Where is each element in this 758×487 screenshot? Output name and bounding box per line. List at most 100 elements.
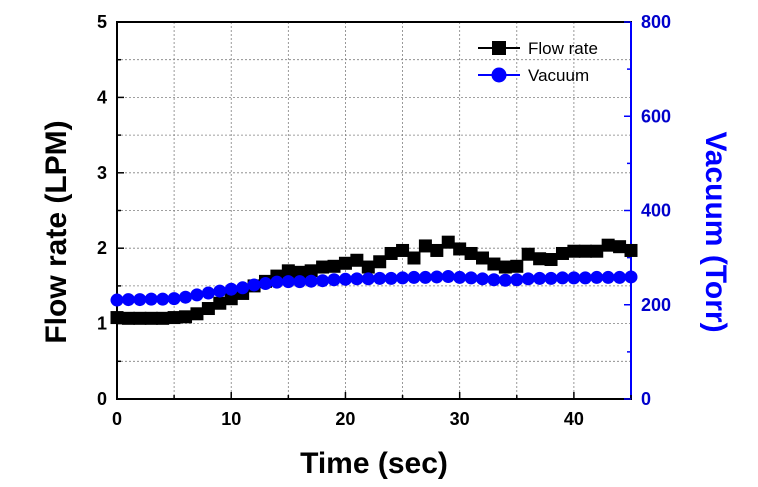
- data-point-flow-rate: [601, 238, 615, 252]
- legend: Flow rate Vacuum: [478, 39, 598, 85]
- data-point-vacuum: [578, 271, 592, 285]
- data-point-flow-rate: [464, 246, 478, 260]
- data-point-vacuum: [567, 271, 581, 285]
- legend-vacuum-marker: [491, 67, 507, 83]
- data-point-flow-rate: [624, 243, 638, 257]
- data-point-vacuum: [476, 272, 490, 286]
- data-point-flow-rate: [281, 264, 295, 278]
- legend-vacuum-label: Vacuum: [528, 66, 589, 85]
- y-axis-right-title: Vacuum (Torr): [699, 131, 732, 332]
- data-point-flow-rate: [487, 257, 501, 271]
- data-point-flow-rate: [373, 255, 387, 269]
- grid-lines: [117, 22, 631, 399]
- x-tick-label: 0: [112, 409, 122, 429]
- data-point-vacuum: [487, 273, 501, 287]
- data-point-flow-rate: [453, 242, 467, 256]
- data-point-flow-rate: [144, 311, 158, 325]
- data-point-vacuum: [418, 270, 432, 284]
- x-tick-label: 30: [450, 409, 470, 429]
- data-point-flow-rate: [578, 244, 592, 258]
- data-point-vacuum: [179, 290, 193, 304]
- data-point-vacuum: [258, 277, 272, 291]
- data-point-vacuum: [121, 293, 135, 307]
- data-point-flow-rate: [407, 251, 421, 265]
- data-point-flow-rate: [190, 307, 204, 321]
- x-tick-label: 10: [221, 409, 241, 429]
- data-point-flow-rate: [350, 253, 364, 267]
- data-point-vacuum: [304, 274, 318, 288]
- data-point-flow-rate: [441, 235, 455, 249]
- data-point-flow-rate: [590, 244, 604, 258]
- data-point-flow-rate: [418, 239, 432, 253]
- y-left-tick-label: 3: [97, 163, 107, 183]
- data-point-flow-rate: [384, 246, 398, 260]
- data-point-flow-rate: [396, 243, 410, 257]
- data-point-flow-rate: [304, 264, 318, 278]
- data-point-flow-rate: [167, 311, 181, 325]
- y-right-tick-label: 800: [641, 12, 671, 32]
- x-tick-label: 20: [335, 409, 355, 429]
- data-point-vacuum: [236, 281, 250, 295]
- data-point-flow-rate: [133, 311, 147, 325]
- legend-flow-label: Flow rate: [528, 39, 598, 58]
- x-tick-label: 40: [564, 409, 584, 429]
- data-point-flow-rate: [316, 260, 330, 274]
- data-point-flow-rate: [430, 243, 444, 257]
- data-point-vacuum: [144, 292, 158, 306]
- data-point-flow-rate: [338, 256, 352, 270]
- y-left-tick-label: 4: [97, 87, 107, 107]
- data-point-vacuum: [247, 278, 261, 292]
- data-point-flow-rate: [498, 260, 512, 274]
- y-left-tick-label: 2: [97, 238, 107, 258]
- data-point-vacuum: [350, 272, 364, 286]
- data-point-vacuum: [167, 292, 181, 306]
- y-right-tick-label: 0: [641, 389, 651, 409]
- data-point-flow-rate: [544, 253, 558, 267]
- data-point-flow-rate: [476, 251, 490, 265]
- data-point-vacuum: [293, 275, 307, 289]
- data-point-flow-rate: [510, 259, 524, 273]
- data-point-vacuum: [361, 272, 375, 286]
- data-point-flow-rate: [201, 302, 215, 316]
- y-left-tick-label: 5: [97, 12, 107, 32]
- data-point-vacuum: [430, 270, 444, 284]
- data-point-flow-rate: [224, 292, 238, 306]
- data-point-flow-rate: [555, 246, 569, 260]
- data-point-vacuum: [533, 271, 547, 285]
- data-point-flow-rate: [327, 259, 341, 273]
- data-point-vacuum: [544, 271, 558, 285]
- y-left-tick-label: 0: [97, 389, 107, 409]
- data-point-vacuum: [156, 292, 170, 306]
- data-point-vacuum: [613, 270, 627, 284]
- y-right-tick-label: 400: [641, 201, 671, 221]
- data-point-flow-rate: [521, 247, 535, 261]
- data-point-vacuum: [384, 271, 398, 285]
- data-point-vacuum: [441, 269, 455, 283]
- data-point-vacuum: [270, 275, 284, 289]
- data-point-vacuum: [396, 271, 410, 285]
- data-point-flow-rate: [179, 310, 193, 324]
- data-point-vacuum: [224, 282, 238, 296]
- y-right-tick-label: 200: [641, 295, 671, 315]
- data-point-vacuum: [133, 293, 147, 307]
- data-point-flow-rate: [533, 252, 547, 266]
- data-point-flow-rate: [293, 265, 307, 279]
- data-point-vacuum: [510, 273, 524, 287]
- x-axis-title: Time (sec): [300, 447, 448, 480]
- y-axis-left-title: Flow rate (LPM): [40, 120, 73, 343]
- data-point-vacuum: [601, 270, 615, 284]
- data-point-flow-rate: [567, 244, 581, 258]
- data-point-vacuum: [453, 270, 467, 284]
- data-point-vacuum: [407, 270, 421, 284]
- y-left-tick-label: 1: [97, 314, 107, 334]
- data-point-vacuum: [201, 286, 215, 300]
- data-point-flow-rate: [213, 296, 227, 310]
- data-point-vacuum: [373, 271, 387, 285]
- data-point-vacuum: [498, 273, 512, 287]
- data-point-vacuum: [190, 288, 204, 302]
- data-point-vacuum: [110, 293, 124, 307]
- data-point-vacuum: [281, 275, 295, 289]
- legend-flow-marker: [492, 41, 506, 55]
